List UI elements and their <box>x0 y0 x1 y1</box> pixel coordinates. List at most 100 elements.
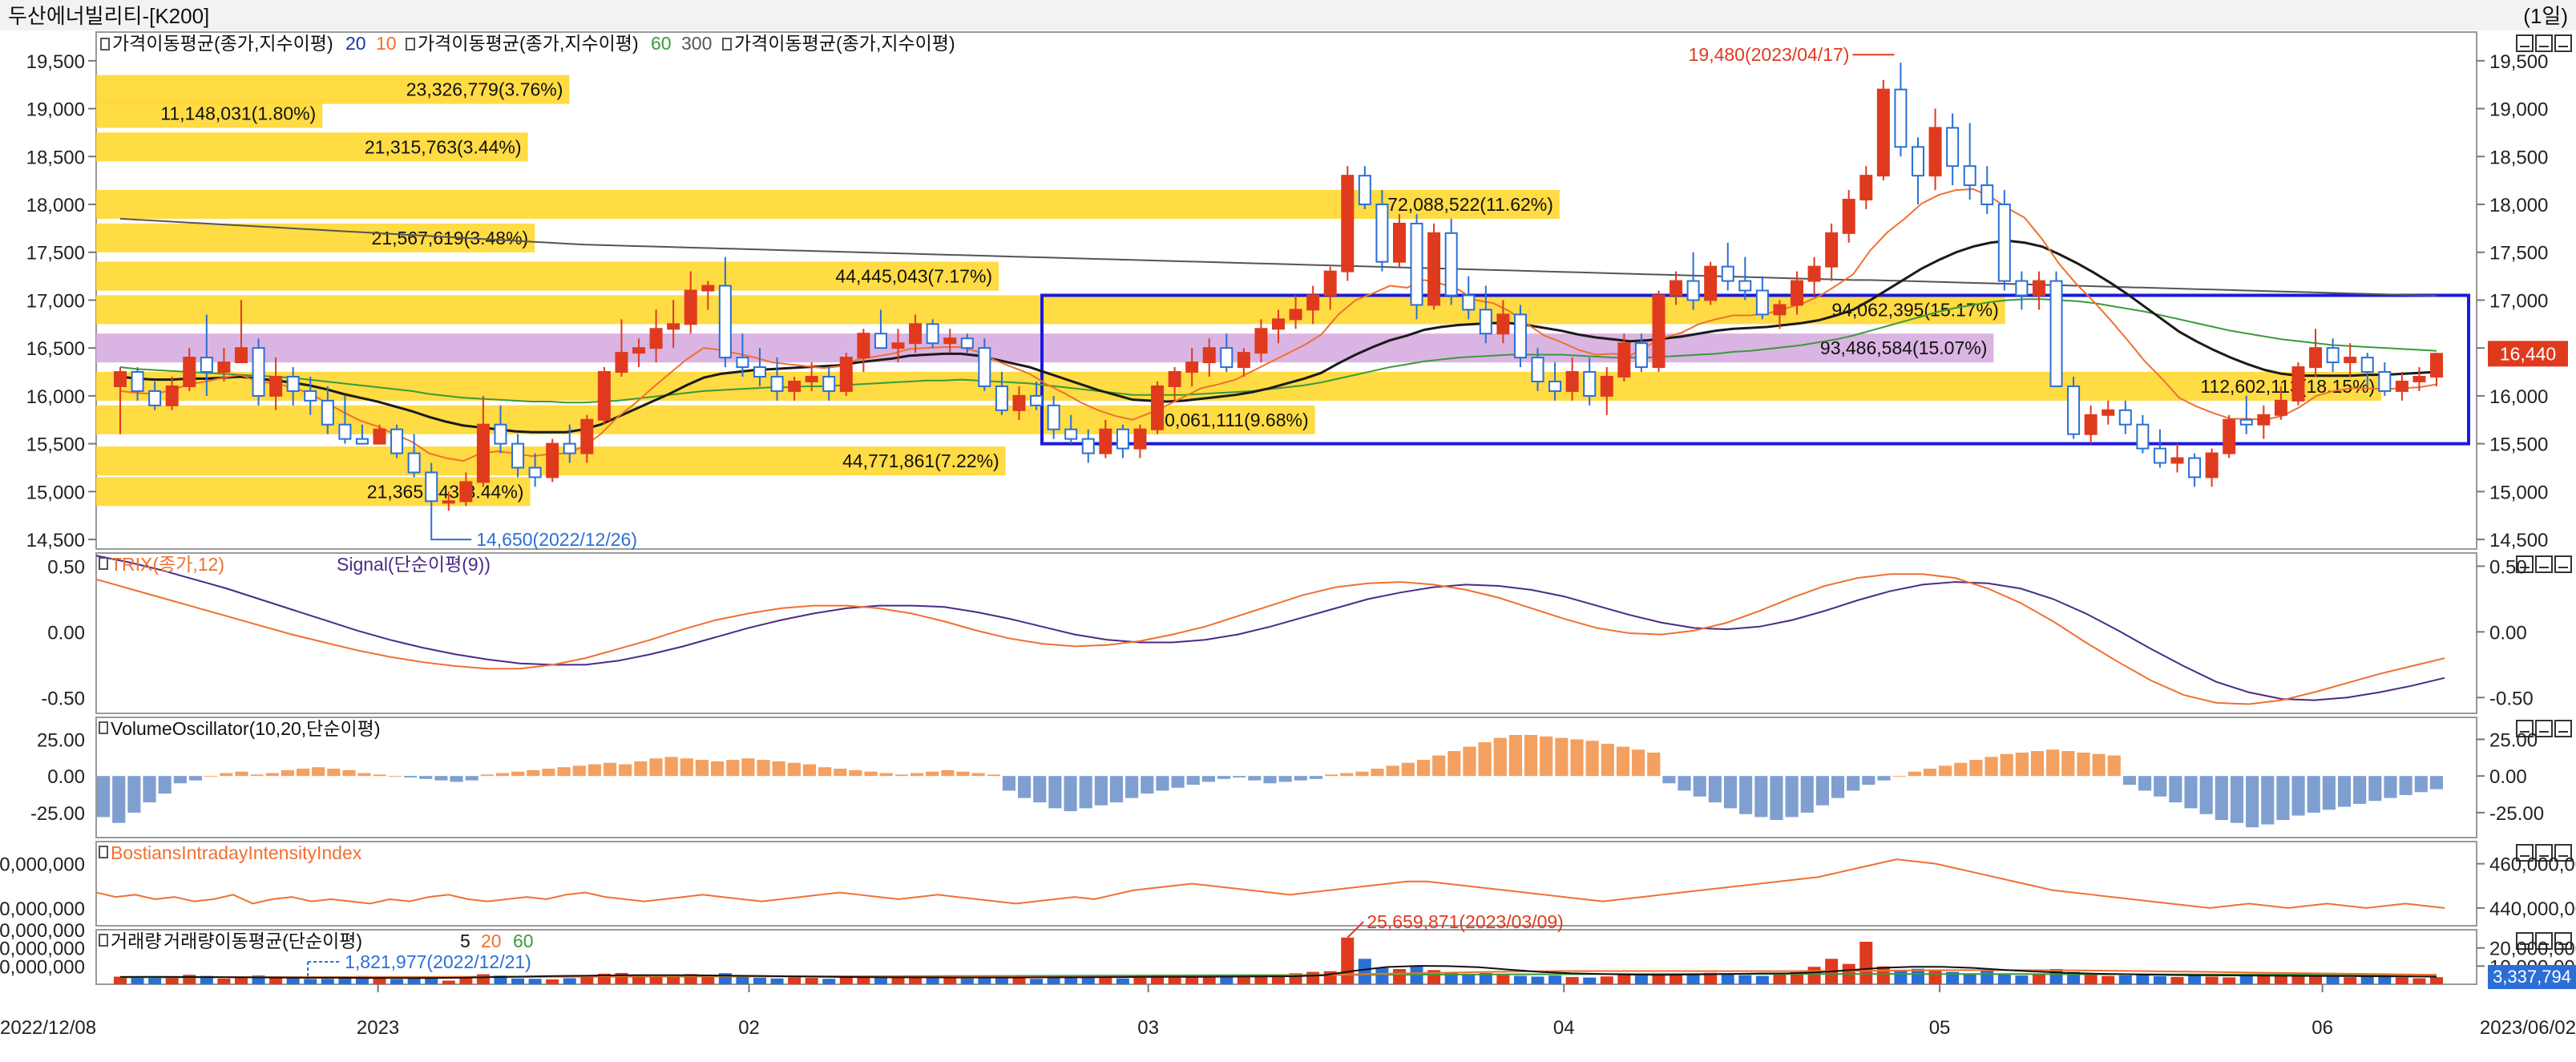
candle <box>909 314 923 353</box>
candle-body <box>788 380 801 392</box>
vo-tick-label-right: 0.00 <box>2489 766 2527 788</box>
vol-bar <box>200 975 213 984</box>
vol-bar <box>1237 975 1250 984</box>
vol-bar <box>476 974 490 984</box>
pane-button-box <box>2535 34 2553 52</box>
vo-tick-label-left: 0.00 <box>47 766 85 788</box>
pane-button-vo-0[interactable] <box>2516 720 2534 737</box>
pane-button-price-1[interactable] <box>2535 34 2553 52</box>
candle <box>857 329 870 373</box>
candle <box>2136 414 2150 454</box>
candle <box>1185 348 1199 386</box>
vol-bar <box>1496 975 1510 984</box>
vol-bar <box>1583 977 1597 984</box>
trix-tick-label-right: -0.50 <box>2489 688 2534 709</box>
candle-body <box>1686 280 1700 301</box>
vol-bar <box>1151 976 1165 984</box>
vol-bar <box>2102 975 2115 984</box>
vol-min-annotation: 1,821,977(2022/12/21) <box>345 951 531 972</box>
candle-body <box>2326 347 2340 364</box>
candle <box>1272 309 1285 344</box>
candle <box>2067 377 2081 439</box>
vol-bar <box>2378 975 2392 984</box>
candle-body <box>355 438 369 445</box>
profile-label: 21,315,763(3.44%) <box>365 136 522 157</box>
pane-button-price-0[interactable] <box>2516 34 2534 52</box>
candle-body <box>2378 371 2392 392</box>
vo-bar <box>1632 749 1645 777</box>
candle-body <box>1133 428 1147 450</box>
pane-button-vol-1[interactable] <box>2535 932 2553 950</box>
candle-body <box>2395 380 2408 392</box>
pane-button-trix-2[interactable] <box>2554 555 2572 573</box>
vo-bar <box>2429 776 2443 789</box>
vol-bar <box>649 975 663 984</box>
candle <box>1133 424 1147 458</box>
pane-frame-trix <box>95 552 2477 714</box>
candle-body <box>2102 409 2115 416</box>
candle-body <box>805 376 818 382</box>
candle-body <box>1289 309 1302 321</box>
candle <box>373 424 386 445</box>
candle-body <box>165 385 179 406</box>
candle-body <box>1583 371 1597 397</box>
price-tick-label-left: 19,000 <box>26 99 85 121</box>
candle <box>1116 424 1129 458</box>
vo-bar <box>1555 737 1569 777</box>
candle <box>1306 285 1320 325</box>
candle-body <box>183 357 196 387</box>
trix-line <box>95 573 2445 705</box>
vol-max-leader <box>1347 921 1364 939</box>
candle <box>1859 166 1873 209</box>
candle-body <box>1894 88 1908 148</box>
x-axis-label: 2022/12/08 <box>0 1017 96 1039</box>
candle <box>1513 305 1527 368</box>
pane-button-vol-2[interactable] <box>2554 932 2572 950</box>
candle-body <box>563 442 576 454</box>
vol-bar <box>234 977 248 984</box>
candle-body <box>1444 232 1458 297</box>
vo-legend: VolumeOscillator(10,20,단순이평) <box>111 718 380 739</box>
pane-button-trix-0[interactable] <box>2516 555 2534 573</box>
vo-bar <box>281 769 294 777</box>
vo-bar <box>926 771 939 777</box>
candle <box>770 357 784 401</box>
vo-bar <box>404 776 418 777</box>
pane-button-price-2[interactable] <box>2554 34 2572 52</box>
candle <box>615 319 628 377</box>
candle <box>1479 285 1492 344</box>
pane-button-bii-0[interactable] <box>2516 844 2534 862</box>
candle <box>1807 256 1821 296</box>
vo-bar <box>1033 776 1047 803</box>
vol-bar <box>407 978 421 984</box>
vol-bar <box>1462 973 1476 984</box>
pane-button-vol-0[interactable] <box>2516 932 2534 950</box>
candle <box>2360 353 2374 386</box>
candle <box>684 271 697 334</box>
pane-button-bii-1[interactable] <box>2535 844 2553 862</box>
pane-button-trix-1[interactable] <box>2535 555 2553 573</box>
profile-label: 94,062,395(15.17%) <box>1831 299 1998 320</box>
pane-button-bii-2[interactable] <box>2554 844 2572 862</box>
profile-bar <box>96 295 2005 325</box>
vo-bar <box>1708 776 1722 803</box>
candle <box>978 338 991 391</box>
pane-button-vo-1[interactable] <box>2535 720 2553 737</box>
candle-body <box>2118 409 2132 426</box>
x-axis-label: 02 <box>738 1017 760 1039</box>
pane-button-vo-2[interactable] <box>2554 720 2572 737</box>
vol-bar <box>2326 976 2340 984</box>
candle-body <box>1185 361 1199 374</box>
period-label: (1일) <box>2523 4 2568 28</box>
candle-body <box>321 399 334 426</box>
vo-bar <box>542 769 555 777</box>
vol-bar <box>943 978 957 984</box>
vol-bar <box>1202 977 1216 984</box>
candle-body <box>1030 394 1044 406</box>
candle-body <box>1513 313 1527 359</box>
vol-bar <box>1894 970 1908 984</box>
profile-bar <box>96 261 999 291</box>
vo-bar <box>1892 776 1906 777</box>
price-tick-label-right: 14,500 <box>2489 530 2548 551</box>
